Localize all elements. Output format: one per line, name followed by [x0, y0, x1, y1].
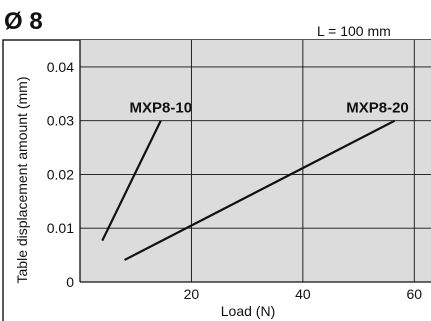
y-tick-label: 0: [66, 274, 74, 290]
y-tick-label: 0.01: [47, 220, 74, 236]
series-label-mxp8-10: MXP8-10: [130, 100, 193, 117]
y-tick-label: 0.04: [47, 59, 74, 75]
series-label-mxp8-20: MXP8-20: [346, 100, 409, 117]
grid-lines: [79, 40, 431, 283]
series-line-mxp8-20: [124, 119, 396, 261]
y-axis-label: Table displacement amount (mm): [14, 77, 30, 284]
series-lines: [101, 119, 396, 261]
x-axis-label: Load (N): [221, 303, 275, 319]
y-tick-labels: 0 0.01 0.02 0.03 0.04: [47, 59, 74, 290]
chart-title: Ø 8: [4, 8, 43, 35]
x-tick-labels: 20 40 60: [184, 286, 423, 302]
x-tick-label: 40: [295, 286, 311, 302]
series-labels: MXP8-10 MXP8-20: [130, 100, 409, 117]
series-line-mxp8-10: [101, 120, 162, 242]
length-note: L = 100 mm: [317, 23, 391, 39]
x-tick-label: 60: [406, 286, 422, 302]
y-tick-label: 0.02: [47, 166, 74, 182]
plot-area: [80, 40, 431, 282]
y-tick-label: 0.03: [47, 113, 74, 129]
x-tick-label: 20: [184, 286, 200, 302]
